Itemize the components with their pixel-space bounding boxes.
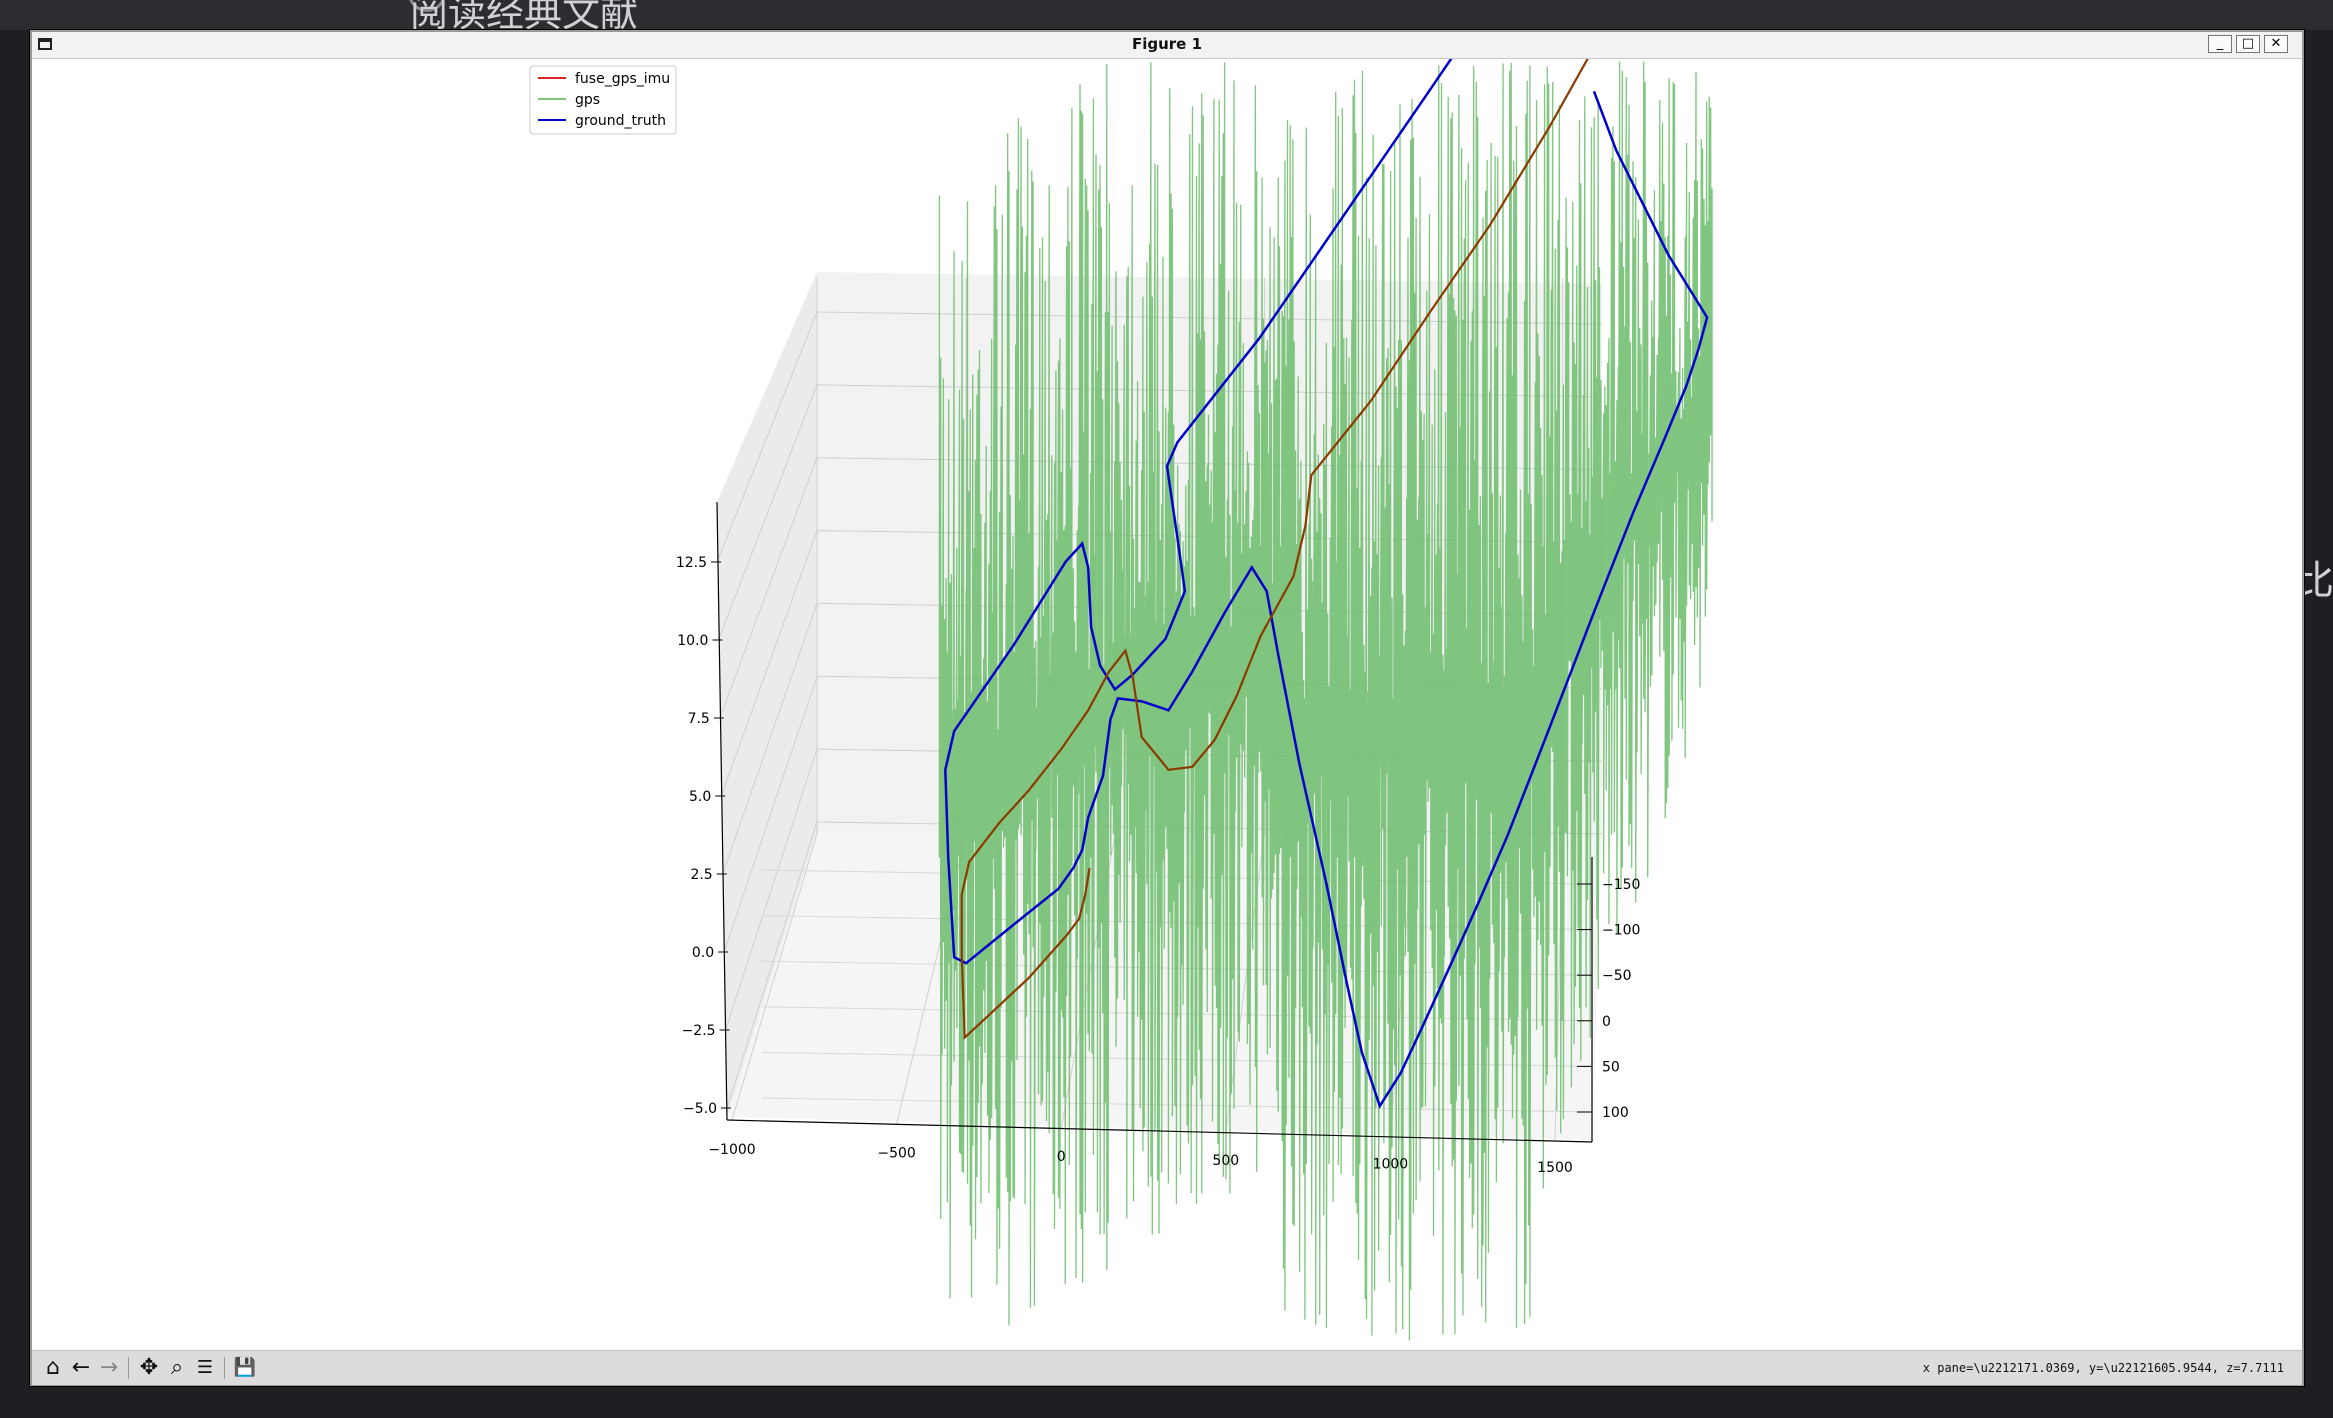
z-tick-label: 2.5 (690, 867, 712, 883)
z-axis-line (716, 501, 728, 1121)
maximize-button[interactable]: □ (2236, 35, 2260, 53)
configure-subplots-icon[interactable]: ☰ (196, 1357, 214, 1378)
pan-icon[interactable]: ✥ (139, 1355, 159, 1380)
legend-label-gps: gps (575, 92, 600, 108)
home-icon[interactable]: ⌂ (46, 1355, 60, 1380)
legend-label-ground-truth: ground_truth (575, 113, 666, 129)
x-tick-labels: −1000 −500 0 500 1000 1500 (708, 1142, 1573, 1176)
background-editor-strip (0, 0, 2333, 30)
z-tick-label: 10.0 (677, 633, 708, 649)
minimize-button[interactable]: _ (2208, 35, 2232, 53)
save-icon[interactable]: 💾 (233, 1357, 257, 1378)
y-tick-label: 50 (1602, 1059, 1620, 1075)
window-menu-icon[interactable] (38, 38, 52, 50)
z-tick-label: −5.0 (683, 1101, 717, 1117)
z-tick-label: 0.0 (692, 945, 714, 961)
ground-truth-series (944, 59, 1709, 1109)
z-tick-label: 5.0 (689, 789, 711, 805)
grid-line-x (1225, 833, 1265, 1133)
fuse-gps-imu-series (960, 59, 1589, 1041)
x-tick-label: 0 (1057, 1149, 1066, 1165)
grid-line-z (723, 676, 818, 953)
forward-arrow-icon[interactable]: → (99, 1355, 119, 1380)
toolbar-separator (128, 1357, 129, 1379)
z-tick-label: 12.5 (676, 555, 707, 571)
z-tick-label: −2.5 (682, 1023, 716, 1039)
title-bar[interactable]: Figure 1 _ □ ✕ (32, 32, 2302, 59)
cursor-coordinates: x pane=\u2212171.0369, y=\u22121605.9544… (1922, 1361, 2284, 1375)
x-tick-label: 1000 (1373, 1156, 1409, 1172)
y-tick-labels: −150 −100 −50 0 50 100 (1577, 877, 1640, 1121)
y-tick-label: 0 (1602, 1014, 1611, 1030)
y-tick-label: −150 (1602, 877, 1640, 893)
legend: fuse_gps_imu gps ground_truth (529, 65, 677, 135)
chart-canvas[interactable]: −1000 −500 0 500 1000 1500 −150−100−50050100 … (32, 59, 2302, 1349)
legend-frame (529, 65, 677, 135)
close-button[interactable]: ✕ (2264, 35, 2288, 53)
z-tick-label: 7.5 (688, 711, 710, 727)
grid-line-z (725, 748, 818, 1031)
grid-line-z (717, 384, 818, 641)
grid-line-z (722, 603, 818, 875)
x-tick-label: −1000 (708, 1142, 755, 1158)
grid-line-z (726, 821, 818, 1109)
x-tick-label: 1500 (1537, 1160, 1573, 1176)
z-tick-labels: −5.0 −2.5 0.0 2.5 5.0 7.5 10.0 12.5 (676, 555, 731, 1117)
back-arrow-icon[interactable]: ← (71, 1355, 91, 1380)
y-tick-label: −50 (1602, 968, 1632, 984)
y-tick-label: 100 (1602, 1105, 1629, 1121)
grid-line-x (731, 833, 818, 1121)
gps-series (938, 61, 1713, 1341)
figure-window: Figure 1 _ □ ✕ −1000 −500 0 500 1000 1500 −15… (30, 30, 2304, 1386)
background-heading: 阅读经典文献 (410, 0, 639, 35)
x-axis-line (726, 1119, 1593, 1143)
window-title: Figure 1 (1131, 35, 1203, 53)
x-tick-label: 500 (1212, 1153, 1239, 1169)
y-tick-label: −100 (1602, 923, 1640, 939)
grid-line-z (719, 457, 818, 719)
x-tick-label: −500 (877, 1146, 915, 1162)
zoom-icon[interactable]: ⌕ (170, 1355, 184, 1380)
navigation-toolbar: ⌂ ← → ✥ ⌕ ☰ 💾 x pane=\u2212171.0369, y=\… (32, 1350, 2302, 1385)
left-pane (717, 272, 817, 1117)
toolbar-separator (224, 1357, 225, 1379)
grid-line-z (716, 311, 818, 563)
axis-lines (716, 501, 1593, 1143)
grid-line-z-back (816, 311, 1603, 325)
legend-label-fuse: fuse_gps_imu (575, 71, 670, 87)
grid-line-z (720, 530, 818, 797)
gps-noise-trace (938, 61, 1713, 1341)
